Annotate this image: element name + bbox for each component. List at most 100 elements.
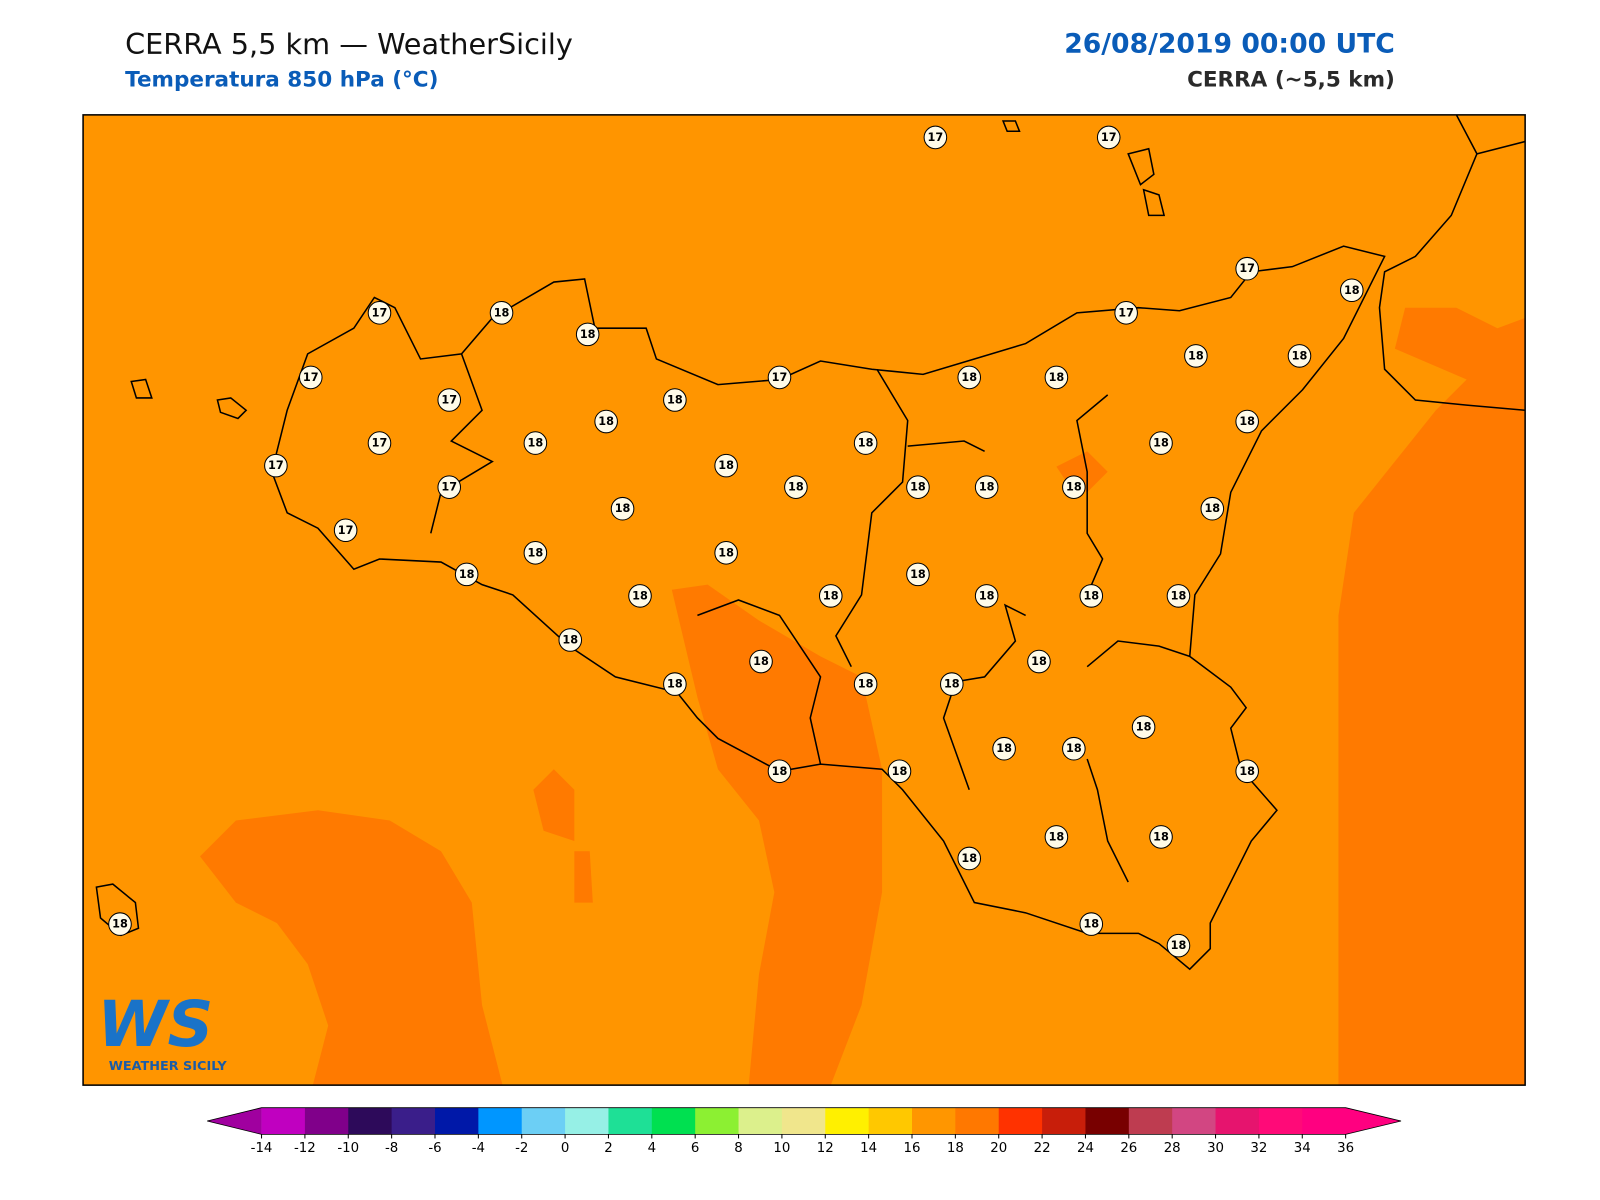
station: 18: [489, 301, 514, 325]
station-value: 17: [372, 437, 388, 450]
logo-mark: WS: [97, 987, 213, 1061]
colorbar-segment: [651, 1107, 696, 1135]
station: 17: [1096, 125, 1121, 150]
station: 18: [1200, 496, 1225, 521]
station: 18: [523, 431, 548, 455]
station-marker: [437, 475, 462, 499]
subtitle: Temperatura 850 hPa (°C): [125, 68, 438, 93]
station-marker: [853, 672, 878, 696]
station-marker: [1200, 496, 1225, 521]
station-marker: [489, 301, 514, 325]
logo: WS WEATHER SICILY: [97, 987, 227, 1074]
station-marker: [957, 846, 982, 871]
station-value: 17: [441, 394, 457, 407]
station: 18: [906, 475, 930, 499]
colorbar-tick-label: -10: [337, 1141, 359, 1156]
station-value: 18: [823, 589, 839, 602]
colorbar-tick-label: 30: [1207, 1141, 1224, 1156]
station-value: 18: [1083, 589, 1099, 602]
station-value: 18: [788, 481, 804, 494]
station-marker: [818, 584, 843, 608]
colorbar-tick-label: -8: [385, 1141, 398, 1156]
station-marker: [1062, 475, 1086, 499]
station: 18: [1166, 584, 1191, 608]
colorbar-segment: [1258, 1107, 1303, 1135]
colorbar-over: [1345, 1107, 1402, 1135]
station-marker: [1079, 584, 1104, 608]
station-value: 17: [1118, 306, 1134, 319]
colorbar-tick-label: -12: [294, 1141, 316, 1156]
colorbar-segment: [912, 1107, 956, 1135]
station-value: 18: [944, 678, 960, 691]
station-value: 17: [1101, 131, 1117, 144]
station-marker: [1339, 278, 1364, 303]
station-marker: [1235, 759, 1259, 784]
station-value: 18: [1344, 284, 1360, 297]
station-value: 18: [858, 678, 874, 691]
colorbar-segment: [261, 1107, 306, 1135]
station-value: 18: [562, 634, 578, 647]
colorbar-segment: [998, 1107, 1043, 1135]
colorbar-segment: [348, 1107, 393, 1135]
station-value: 18: [615, 502, 631, 515]
station: 18: [108, 912, 132, 936]
station-value: 17: [268, 459, 284, 472]
colorbar-segment: [1085, 1107, 1130, 1135]
station-value: 18: [979, 589, 995, 602]
station: 18: [663, 388, 687, 412]
station-marker: [957, 365, 982, 390]
station-value: 17: [928, 131, 944, 144]
station-marker: [663, 672, 687, 696]
station: 17: [437, 475, 462, 499]
station-value: 18: [910, 481, 926, 494]
station: 18: [1339, 278, 1364, 303]
station: 18: [906, 562, 930, 587]
station: 18: [749, 649, 773, 674]
station-value: 17: [772, 371, 788, 384]
station-marker: [594, 409, 618, 434]
station-marker: [1079, 912, 1104, 936]
station: 18: [558, 628, 583, 652]
station-marker: [1235, 256, 1259, 281]
station: 17: [767, 365, 792, 390]
station-value: 18: [1031, 655, 1047, 668]
station-value: 18: [580, 328, 596, 341]
colorbar: -14 -12 -10 -8 -6 -4 -2 0 2 4 6 8 10 12 14 16 18 20 22 24 26…: [207, 1107, 1402, 1156]
station: 17: [1235, 256, 1259, 281]
station: 18: [454, 562, 479, 587]
station-marker: [628, 584, 652, 608]
colorbar-tick-label: -4: [472, 1141, 485, 1156]
station-value: 17: [441, 481, 457, 494]
station-marker: [1096, 125, 1121, 150]
stations: 17 17 17 18 17 18 18 17 17 17 18 17 18 18 18 18 17 18 18 18…: [108, 125, 1364, 958]
station-marker: [558, 628, 583, 652]
colorbar-tick-label: 2: [604, 1141, 612, 1156]
station-marker: [1044, 825, 1069, 849]
station-value: 18: [1066, 742, 1082, 755]
coastline: [95, 114, 1526, 971]
station-marker: [108, 912, 132, 936]
station-marker: [1027, 649, 1051, 674]
colorbar-tick-label: 16: [904, 1141, 921, 1156]
colorbar-segment: [521, 1107, 566, 1135]
colorbar-segment: [565, 1107, 609, 1135]
station-marker: [714, 453, 738, 478]
station: 18: [1131, 715, 1156, 739]
station: 18: [1044, 365, 1069, 390]
station-marker: [437, 388, 462, 412]
colorbar-segment: [391, 1107, 436, 1135]
station-marker: [523, 431, 548, 455]
station-value: 18: [667, 394, 683, 407]
colorbar-segment: [1128, 1107, 1173, 1135]
station-marker: [663, 388, 687, 412]
station: 18: [1079, 912, 1104, 936]
logo-text: WEATHER SICILY: [109, 1059, 228, 1074]
station: 17: [923, 125, 948, 150]
colorbar-segment: [608, 1107, 653, 1135]
station-marker: [610, 496, 635, 521]
colorbar-segment: [738, 1107, 783, 1135]
station-value: 18: [961, 852, 977, 865]
station-value: 18: [459, 568, 475, 581]
station-value: 18: [667, 678, 683, 691]
